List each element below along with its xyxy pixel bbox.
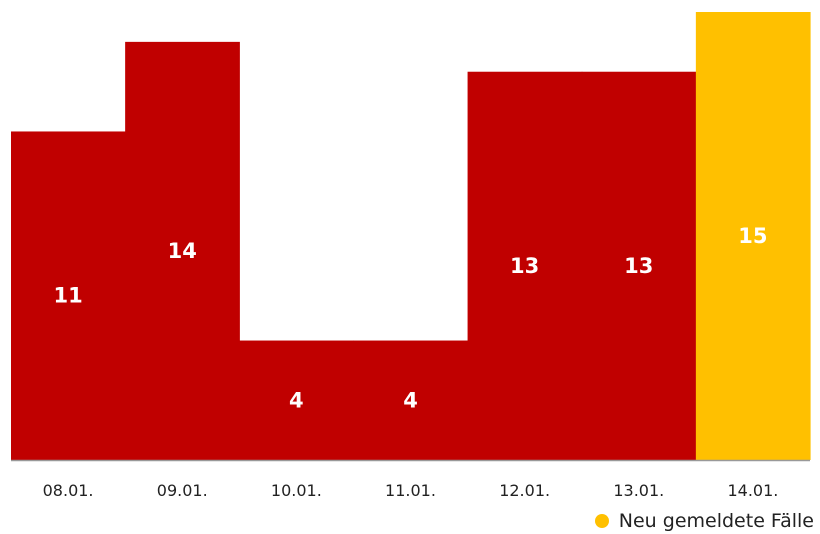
x-tick-labels: 08.01. 09.01. 10.01. 11.01. 12.01. 13.01. 14.0… [43, 481, 779, 500]
x-tick-label: 08.01. [43, 481, 94, 500]
legend: Neu gemeldete Fälle [594, 510, 814, 532]
bar-08.01. [11, 131, 126, 460]
x-tick-label: 11.01. [385, 481, 436, 500]
bar-13.01. [581, 71, 697, 460]
bar-value-label: 4 [403, 388, 418, 412]
dot-icon [594, 514, 609, 528]
bar-labels: 11 14 4 4 13 13 15 [53, 224, 767, 412]
x-tick-label: 12.01. [499, 481, 550, 500]
bar-14.01. [695, 12, 811, 460]
bars [11, 12, 811, 460]
bar-value-label: 11 [53, 284, 82, 308]
bar-value-label: 15 [738, 224, 767, 248]
x-tick-label: 10.01. [271, 481, 322, 500]
x-tick-label: 09.01. [157, 481, 208, 500]
bar-09.01. [125, 41, 240, 460]
x-tick-label: 13.01. [613, 481, 664, 500]
x-tick-label: 14.01. [727, 481, 778, 500]
bar-11.01. [353, 340, 469, 460]
bar-value-label: 13 [510, 254, 539, 278]
bar-10.01. [239, 340, 355, 460]
bar-value-label: 13 [624, 254, 653, 278]
bar-value-label: 4 [289, 388, 304, 412]
bar-12.01. [467, 71, 583, 460]
legend-label: Neu gemeldete Fälle [618, 510, 814, 532]
bar-value-label: 14 [168, 239, 197, 263]
